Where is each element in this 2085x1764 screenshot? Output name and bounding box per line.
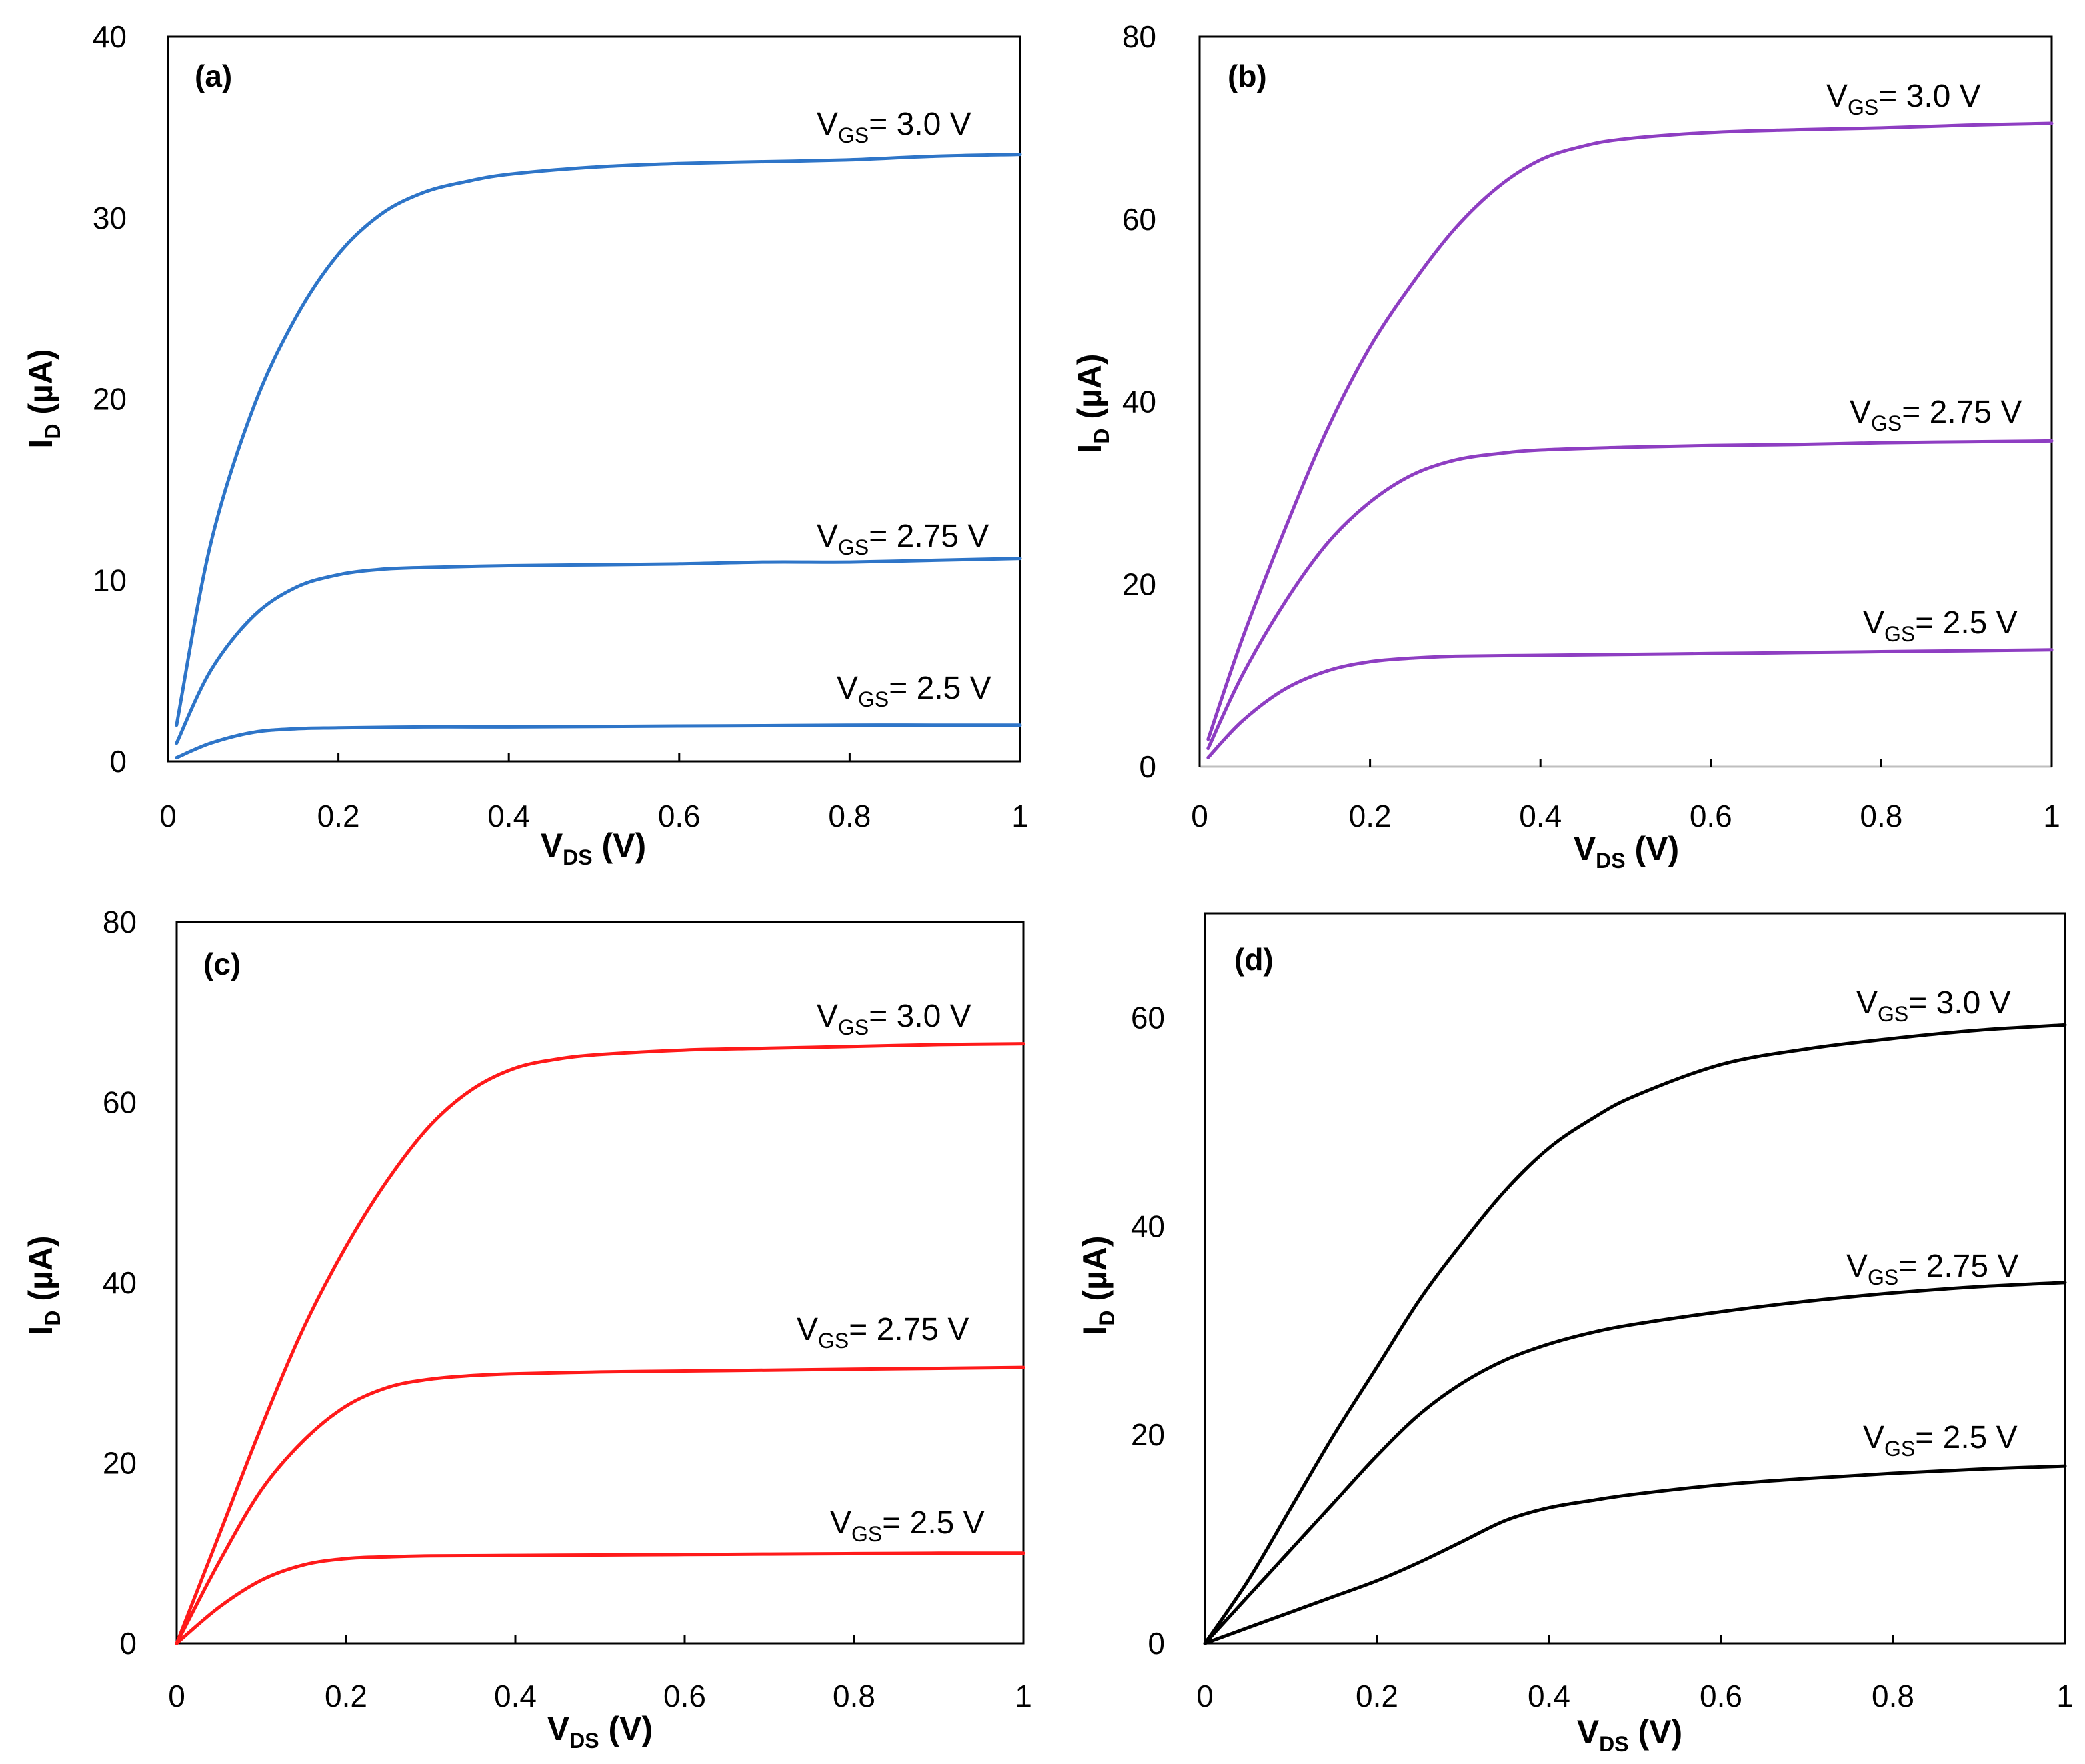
series-line-vgs-0 xyxy=(1203,1023,2067,1645)
x-tick-label: 0 xyxy=(159,799,177,833)
x-tick-label: 0.8 xyxy=(1872,1679,1914,1713)
chart-panel-d: 0 20 40 60 0 0.2 0.4 0.6 0.8 1 VDS (V) ID (µA) (d) VG… xyxy=(1076,912,2074,1756)
x-tick-label: 1 xyxy=(2056,1679,2074,1713)
series-line-vgs-1 xyxy=(1206,439,2054,751)
series-label: VGS= 2.75 V xyxy=(1850,395,2022,435)
y-tick-label: 0 xyxy=(109,744,127,779)
x-tick-label: 0.6 xyxy=(658,799,701,833)
series-label: VGS= 2.5 V xyxy=(1863,605,2018,646)
y-axis-title: ID (µA) xyxy=(1076,1235,1119,1335)
panel-label: (c) xyxy=(203,947,241,981)
y-axis-title: ID (µA) xyxy=(1071,353,1114,453)
series-line-vgs-2 xyxy=(175,1551,1025,1645)
series-line-vgs-0 xyxy=(175,1042,1025,1645)
x-tick-label: 0.6 xyxy=(663,1679,706,1713)
y-tick-label: 0 xyxy=(1148,1626,1165,1661)
y-axis-title: ID (µA) xyxy=(22,1235,65,1335)
x-tick-label: 0.6 xyxy=(1700,1679,1742,1713)
x-tick-label: 0 xyxy=(168,1679,185,1713)
series-label: VGS= 2.5 V xyxy=(837,671,991,711)
y-tick-label: 80 xyxy=(1122,19,1156,54)
y-tick-label: 20 xyxy=(1131,1417,1165,1452)
x-tick-label: 0.4 xyxy=(1519,799,1562,833)
y-tick-label: 60 xyxy=(1122,202,1156,237)
series-label: VGS= 3.0 V xyxy=(817,999,971,1039)
plot-frame xyxy=(167,35,1021,763)
series-label: VGS= 2.5 V xyxy=(830,1505,985,1546)
x-tick-label: 0.2 xyxy=(325,1679,367,1713)
x-tick-label: 0.8 xyxy=(833,1679,875,1713)
y-tick-label: 20 xyxy=(93,382,127,417)
series-label: VGS= 3.0 V xyxy=(1826,79,1981,119)
y-axis-title: ID (µA) xyxy=(22,349,65,448)
y-tick-label: 0 xyxy=(1139,749,1156,784)
series-line-vgs-2 xyxy=(1206,648,2054,759)
panel-label: (a) xyxy=(195,59,232,93)
x-tick-label: 1 xyxy=(2043,799,2060,833)
chart-panel-c: 0 20 40 60 80 0 0.2 0.4 0.6 0.8 1 VDS (V) ID (µA) (c)… xyxy=(22,905,1032,1753)
x-axis-title: VDS (V) xyxy=(1577,1713,1682,1756)
panel-label: (d) xyxy=(1234,942,1274,977)
x-tick-label: 0.4 xyxy=(494,1679,537,1713)
plot-frame xyxy=(1198,35,2053,767)
series-line-vgs-0 xyxy=(1206,121,2054,741)
x-tick-label: 0.2 xyxy=(1349,799,1392,833)
x-tick-label: 0.2 xyxy=(1356,1679,1398,1713)
x-tick-label: 1 xyxy=(1011,799,1029,833)
x-tick-label: 0.2 xyxy=(317,799,360,833)
y-tick-label: 60 xyxy=(103,1085,137,1120)
x-tick-label: 1 xyxy=(1015,1679,1032,1713)
y-tick-label: 40 xyxy=(1122,385,1156,419)
series-line-vgs-1 xyxy=(175,1365,1025,1645)
plot-frame xyxy=(175,921,1025,1645)
y-tick-label: 20 xyxy=(1122,567,1156,601)
series-line-vgs-2 xyxy=(1203,1464,2067,1645)
series-label: VGS= 3.0 V xyxy=(817,107,971,147)
series-label: VGS= 2.75 V xyxy=(817,519,989,559)
y-tick-label: 20 xyxy=(103,1446,137,1481)
y-tick-label: 40 xyxy=(93,19,127,54)
x-axis-title: VDS (V) xyxy=(1574,830,1679,873)
x-axis-title: VDS (V) xyxy=(547,1710,653,1753)
y-tick-label: 30 xyxy=(93,201,127,235)
series-line-vgs-0 xyxy=(175,153,1022,727)
y-tick-label: 0 xyxy=(119,1626,137,1661)
y-tick-label: 10 xyxy=(93,563,127,597)
x-tick-label: 0.4 xyxy=(1528,1679,1570,1713)
x-tick-label: 0.6 xyxy=(1690,799,1732,833)
series-line-vgs-1 xyxy=(1203,1281,2067,1645)
x-axis-title: VDS (V) xyxy=(541,827,646,869)
x-tick-label: 0 xyxy=(1196,1679,1214,1713)
chart-panel-a: 0 10 20 30 40 0 0.2 0.4 0.6 0.8 1 VDS (V) ID (µA) (a)… xyxy=(22,19,1029,869)
plot-frame xyxy=(1204,912,2066,1645)
chart-panel-b: 0 20 40 60 80 0 0.2 0.4 0.6 0.8 1 VDS (V) ID (µA) (b)… xyxy=(1071,19,2060,873)
x-tick-label: 0.8 xyxy=(828,799,871,833)
y-tick-label: 80 xyxy=(103,905,137,939)
panel-label: (b) xyxy=(1228,59,1267,93)
series-line-vgs-1 xyxy=(175,557,1022,745)
series-label: VGS= 3.0 V xyxy=(1856,985,2011,1026)
x-tick-label: 0.8 xyxy=(1860,799,1902,833)
y-tick-label: 40 xyxy=(1131,1209,1165,1243)
y-tick-label: 40 xyxy=(103,1265,137,1300)
series-label: VGS= 2.75 V xyxy=(1846,1249,2018,1289)
x-tick-label: 0.4 xyxy=(487,799,530,833)
x-tick-label: 0 xyxy=(1191,799,1208,833)
series-line-vgs-2 xyxy=(175,723,1022,760)
y-tick-label: 60 xyxy=(1131,1000,1165,1035)
series-label: VGS= 2.5 V xyxy=(1863,1420,2018,1461)
series-label: VGS= 2.75 V xyxy=(797,1312,969,1353)
